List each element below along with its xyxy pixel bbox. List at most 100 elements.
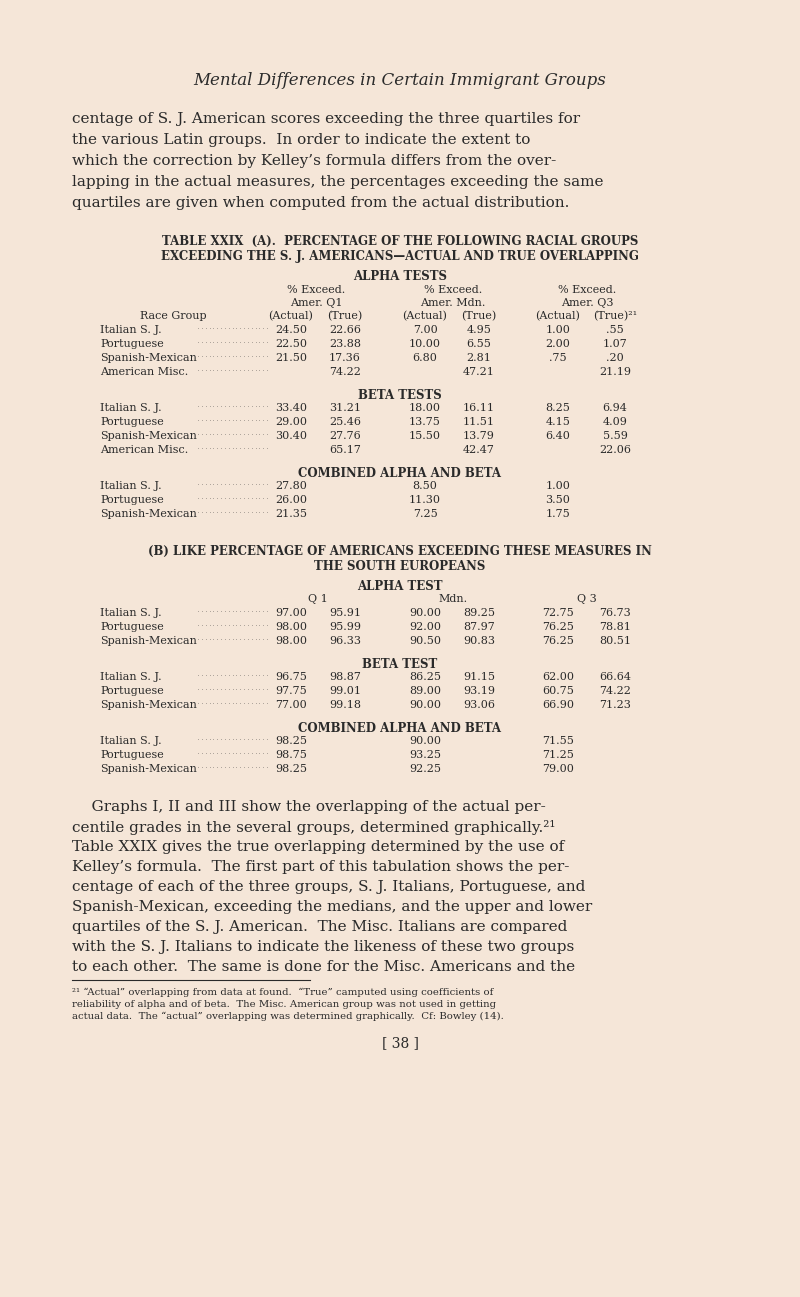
Text: 76.73: 76.73 [599,608,631,617]
Text: 97.00: 97.00 [275,608,307,617]
Text: 18.00: 18.00 [409,403,441,412]
Text: % Exceed.: % Exceed. [287,285,345,294]
Text: 25.46: 25.46 [329,418,361,427]
Text: 8.25: 8.25 [546,403,570,412]
Text: 62.00: 62.00 [542,672,574,682]
Text: 21.50: 21.50 [275,353,307,363]
Text: 42.47: 42.47 [463,445,495,455]
Text: % Exceed.: % Exceed. [424,285,482,294]
Text: 95.91: 95.91 [329,608,361,617]
Text: centile grades in the several groups, determined graphically.²¹: centile grades in the several groups, de… [72,820,555,835]
Text: 6.40: 6.40 [546,431,570,441]
Text: 4.95: 4.95 [466,326,491,335]
Text: 66.90: 66.90 [542,700,574,709]
Text: centage of each of the three groups, S. J. Italians, Portuguese, and: centage of each of the three groups, S. … [72,879,586,894]
Text: 72.75: 72.75 [542,608,574,617]
Text: 91.15: 91.15 [463,672,495,682]
Text: 80.51: 80.51 [599,636,631,646]
Text: 24.50: 24.50 [275,326,307,335]
Text: Q 1: Q 1 [308,594,328,604]
Text: 74.22: 74.22 [329,367,361,377]
Text: 6.55: 6.55 [466,339,491,349]
Text: 1.00: 1.00 [546,481,570,492]
Text: 66.64: 66.64 [599,672,631,682]
Text: 71.25: 71.25 [542,750,574,760]
Text: 90.00: 90.00 [409,700,441,709]
Text: 78.81: 78.81 [599,623,631,632]
Text: Portuguese: Portuguese [100,495,164,505]
Text: 2.81: 2.81 [466,353,491,363]
Text: .20: .20 [606,353,624,363]
Text: 92.25: 92.25 [409,764,441,774]
Text: 93.06: 93.06 [463,700,495,709]
Text: Amer. Q3: Amer. Q3 [561,298,614,307]
Text: 16.11: 16.11 [463,403,495,412]
Text: American Misc.: American Misc. [100,367,188,377]
Text: reliability of alpha and of beta.  The Misc. American group was not used in gett: reliability of alpha and of beta. The Mi… [72,1000,496,1009]
Text: Italian S. J.: Italian S. J. [100,326,162,335]
Text: 86.25: 86.25 [409,672,441,682]
Text: COMBINED ALPHA AND BETA: COMBINED ALPHA AND BETA [298,467,502,480]
Text: with the S. J. Italians to indicate the likeness of these two groups: with the S. J. Italians to indicate the … [72,940,574,955]
Text: 95.99: 95.99 [329,623,361,632]
Text: 4.09: 4.09 [602,418,627,427]
Text: 65.17: 65.17 [329,445,361,455]
Text: Spanish-Mexican: Spanish-Mexican [100,636,197,646]
Text: 99.18: 99.18 [329,700,361,709]
Text: 6.80: 6.80 [413,353,438,363]
Text: EXCEEDING THE S. J. AMERICANS—ACTUAL AND TRUE OVERLAPPING: EXCEEDING THE S. J. AMERICANS—ACTUAL AND… [161,250,639,263]
Text: Italian S. J.: Italian S. J. [100,403,162,412]
Text: Portuguese: Portuguese [100,418,164,427]
Text: 21.35: 21.35 [275,508,307,519]
Text: Table XXIX gives the true overlapping determined by the use of: Table XXIX gives the true overlapping de… [72,840,564,853]
Text: 31.21: 31.21 [329,403,361,412]
Text: 98.00: 98.00 [275,623,307,632]
Text: (True)²¹: (True)²¹ [593,311,637,322]
Text: 89.25: 89.25 [463,608,495,617]
Text: which the correction by Kelley’s formula differs from the over-: which the correction by Kelley’s formula… [72,154,556,169]
Text: Italian S. J.: Italian S. J. [100,672,162,682]
Text: 79.00: 79.00 [542,764,574,774]
Text: to each other.  The same is done for the Misc. Americans and the: to each other. The same is done for the … [72,960,575,974]
Text: COMBINED ALPHA AND BETA: COMBINED ALPHA AND BETA [298,722,502,735]
Text: 99.01: 99.01 [329,686,361,696]
Text: Race Group: Race Group [140,311,206,320]
Text: Amer. Mdn.: Amer. Mdn. [420,298,486,307]
Text: Spanish-Mexican: Spanish-Mexican [100,700,197,709]
Text: 6.94: 6.94 [602,403,627,412]
Text: 22.06: 22.06 [599,445,631,455]
Text: % Exceed.: % Exceed. [558,285,616,294]
Text: 98.25: 98.25 [275,764,307,774]
Text: Italian S. J.: Italian S. J. [100,735,162,746]
Text: 27.76: 27.76 [329,431,361,441]
Text: 7.00: 7.00 [413,326,438,335]
Text: 13.75: 13.75 [409,418,441,427]
Text: 23.88: 23.88 [329,339,361,349]
Text: 90.83: 90.83 [463,636,495,646]
Text: 5.59: 5.59 [602,431,627,441]
Text: 90.50: 90.50 [409,636,441,646]
Text: ALPHA TEST: ALPHA TEST [358,580,442,593]
Text: Italian S. J.: Italian S. J. [100,608,162,617]
Text: Mental Differences in Certain Immigrant Groups: Mental Differences in Certain Immigrant … [194,73,606,89]
Text: 98.00: 98.00 [275,636,307,646]
Text: BETA TEST: BETA TEST [362,658,438,671]
Text: 90.00: 90.00 [409,735,441,746]
Text: 92.00: 92.00 [409,623,441,632]
Text: 98.75: 98.75 [275,750,307,760]
Text: Portuguese: Portuguese [100,339,164,349]
Text: Portuguese: Portuguese [100,623,164,632]
Text: 76.25: 76.25 [542,623,574,632]
Text: the various Latin groups.  In order to indicate the extent to: the various Latin groups. In order to in… [72,134,530,147]
Text: Graphs I, II and III show the overlapping of the actual per-: Graphs I, II and III show the overlappin… [72,800,546,815]
Text: (True): (True) [462,311,497,322]
Text: Italian S. J.: Italian S. J. [100,481,162,492]
Text: Spanish-Mexican: Spanish-Mexican [100,353,197,363]
Text: 33.40: 33.40 [275,403,307,412]
Text: 3.50: 3.50 [546,495,570,505]
Text: 77.00: 77.00 [275,700,307,709]
Text: [ 38 ]: [ 38 ] [382,1036,418,1051]
Text: 98.87: 98.87 [329,672,361,682]
Text: 26.00: 26.00 [275,495,307,505]
Text: (True): (True) [327,311,362,322]
